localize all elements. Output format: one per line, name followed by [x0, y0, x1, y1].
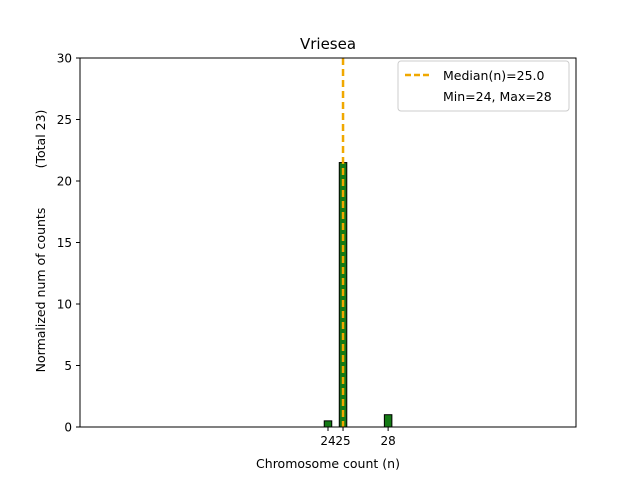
y-axis: 0 5 10 15 20 25 30 [57, 52, 80, 435]
x-axis: 24 25 28 [320, 427, 396, 448]
x-axis-label: Chromosome count (n) [256, 456, 400, 471]
y-tick-label: 15 [57, 236, 72, 250]
bar-24 [323, 420, 333, 428]
y-tick-label: 20 [57, 175, 72, 189]
legend-frame [397, 60, 570, 112]
y-axis-label-note: (Total 23) [33, 110, 48, 169]
x-tick-label: 28 [380, 434, 395, 448]
y-tick-label: 25 [57, 113, 72, 127]
bar-28 [383, 414, 393, 428]
x-tick-label: 25 [335, 434, 350, 448]
chart-title: Vriesea [300, 35, 356, 53]
y-tick-label: 5 [64, 359, 72, 373]
y-tick-label: 30 [57, 52, 72, 66]
x-tick-label: 24 [320, 434, 335, 448]
y-axis-label: Normalized num of counts [33, 208, 48, 373]
y-tick-label: 0 [64, 421, 72, 435]
legend-entry-median: Median(n)=25.0 [443, 68, 544, 83]
legend-entry-minmax: Min=24, Max=28 [443, 89, 552, 104]
legend: Median(n)=25.0 Min=24, Max=28 [397, 60, 570, 112]
y-tick-label: 10 [57, 298, 72, 312]
